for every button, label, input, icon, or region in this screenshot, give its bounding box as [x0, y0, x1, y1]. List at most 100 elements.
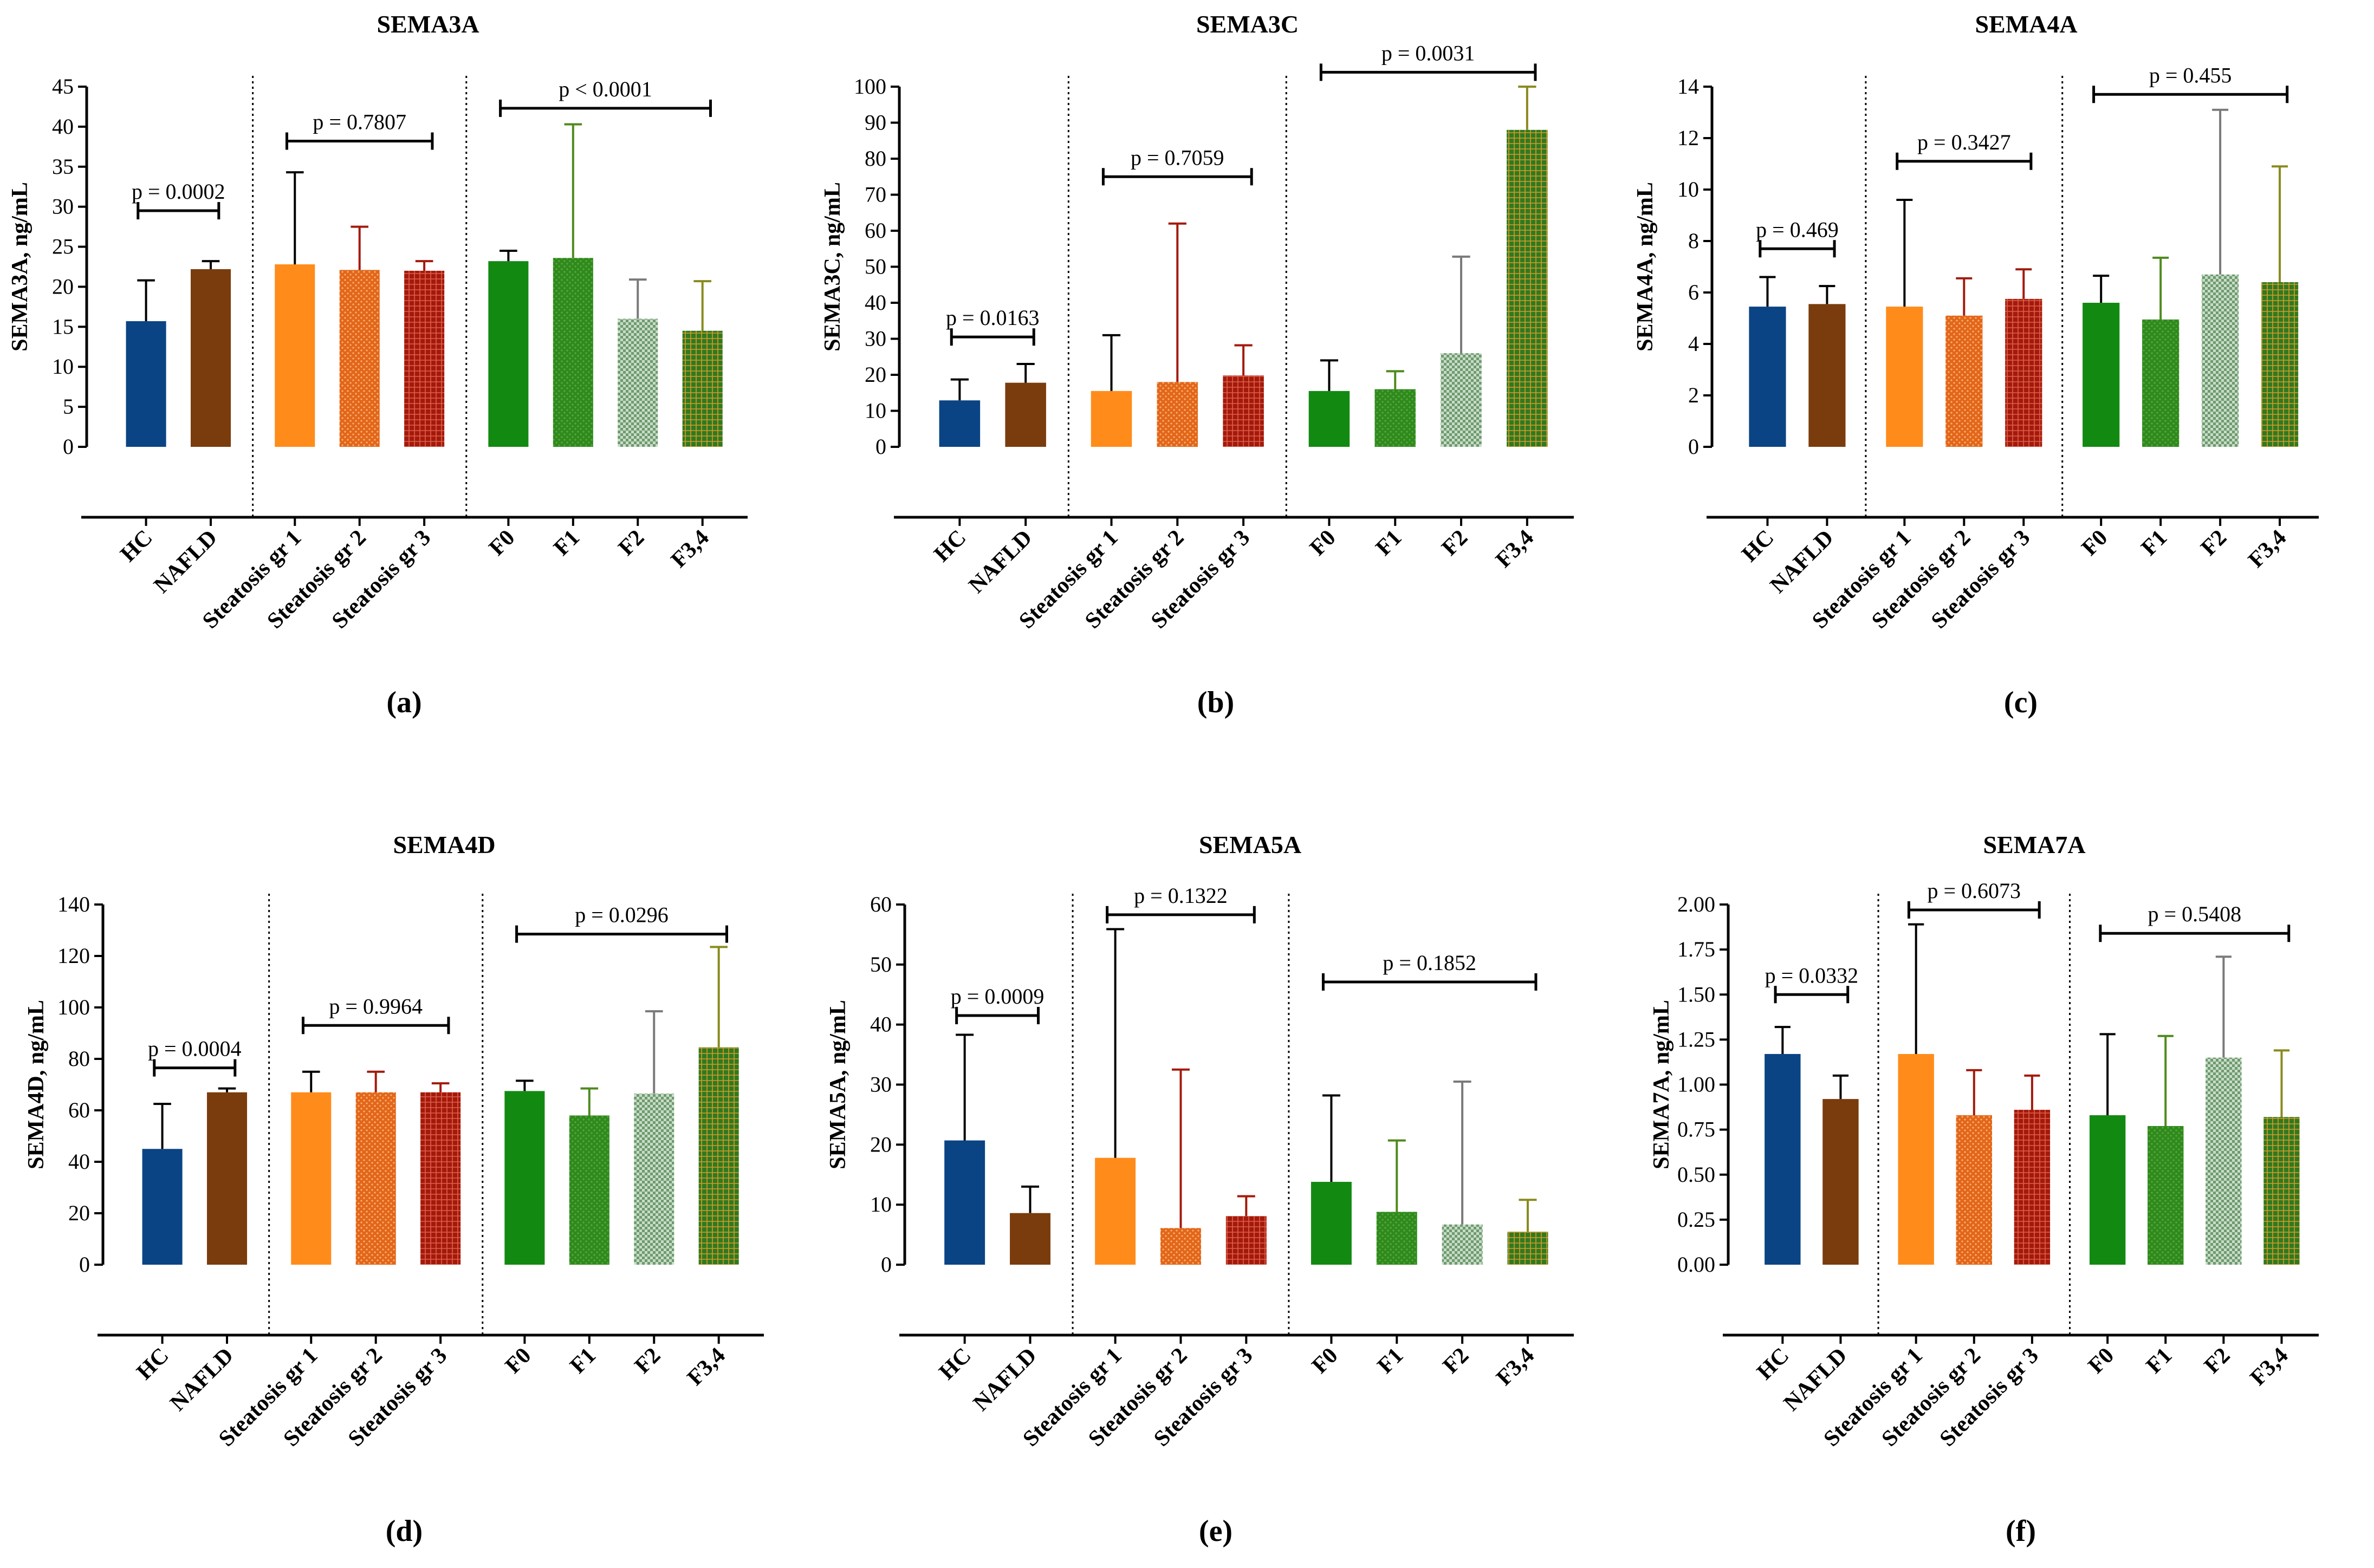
y-tick-label: 100 [57, 995, 90, 1019]
y-tick-label: 0.25 [1677, 1207, 1715, 1232]
x-tick-label: F1 [1373, 1343, 1409, 1379]
x-tick-label: F2 [614, 525, 650, 561]
bar-nafld [190, 269, 231, 447]
y-tick-label: 1.25 [1677, 1027, 1715, 1051]
y-tick-label: 20 [52, 274, 74, 298]
panel-title: SEMA4A [1975, 10, 2077, 38]
y-tick-label: 100 [854, 74, 886, 99]
bar-f3-4 [1507, 1232, 1548, 1265]
x-tick-label: NAFLD [1779, 1343, 1852, 1416]
y-tick-label: 140 [57, 892, 90, 916]
y-tick-label: 0 [79, 1252, 90, 1277]
panel-title: SEMA5A [1199, 831, 1301, 858]
bar-steatosis-gr-3 [420, 1092, 461, 1265]
x-tick-label: F3,4 [683, 1343, 730, 1391]
bar-hc [126, 321, 166, 447]
bar-hc [1749, 307, 1786, 447]
y-axis-label: SEMA5A, ng/mL [826, 1000, 851, 1169]
bar-nafld [1808, 304, 1846, 447]
y-tick-label: 1.00 [1677, 1072, 1715, 1097]
bar-f2 [2206, 1057, 2242, 1265]
bar-steatosis-gr-2 [1157, 382, 1198, 447]
x-tick-label: HC [929, 525, 971, 567]
y-tick-label: 10 [865, 399, 886, 423]
x-tick-label: F3,4 [2246, 1343, 2293, 1391]
bar-steatosis-gr-3 [404, 270, 445, 447]
y-tick-label: 45 [52, 74, 74, 99]
x-tick-label: F3,4 [1491, 525, 1539, 573]
y-tick-label: 10 [1677, 177, 1699, 201]
y-axis-label: SEMA4A, ng/mL [1633, 182, 1658, 352]
y-tick-label: 40 [52, 114, 74, 139]
panel-title: SEMA4D [393, 831, 495, 858]
panel-sema4d: SEMA4D 0 20 40 60 80 100 120 140 SEMA4D, ng/mL HCN… [24, 831, 764, 1548]
y-axis-label: SEMA4D, ng/mL [24, 1000, 49, 1169]
x-tick-label: F1 [1371, 525, 1407, 561]
x-tick-label: F3,4 [666, 525, 714, 573]
bar-steatosis-gr-1 [275, 264, 315, 447]
bar-steatosis-gr-3 [1223, 375, 1264, 447]
y-tick-label: 60 [68, 1098, 90, 1122]
y-tick-label: 35 [52, 154, 74, 179]
bar-nafld [1005, 382, 1046, 447]
y-tick-label: 10 [870, 1192, 892, 1216]
y-tick-label: 2.00 [1677, 892, 1715, 916]
p-value-label: p = 0.9964 [329, 994, 423, 1018]
bar-nafld [206, 1092, 248, 1265]
panel-sema7a: SEMA7A 0.00 0.25 0.50 0.75 1.00 1.25 1.50 1.75 2.… [1649, 831, 2319, 1548]
x-tick-label: F0 [501, 1343, 536, 1379]
x-tick-label: F2 [2200, 1343, 2235, 1379]
x-tick-label: NAFLD [964, 525, 1037, 598]
x-tick-label: F0 [1305, 525, 1341, 561]
bar-steatosis-gr-3 [2005, 298, 2042, 447]
y-tick-label: 2 [1688, 383, 1699, 407]
x-tick-label: HC [116, 525, 158, 567]
panel-title: SEMA3A [377, 10, 479, 38]
bar-f2 [618, 318, 658, 447]
bar-steatosis-gr-1 [1091, 391, 1132, 447]
panel-sema3a: SEMA3A 0 5 10 15 20 25 30 35 40 45 SEMA3A, ng/mL HCN… [8, 10, 748, 719]
bar-steatosis-gr-1 [1095, 1157, 1136, 1265]
y-tick-label: 120 [57, 944, 90, 968]
y-tick-label: 0 [881, 1252, 892, 1277]
bar-steatosis-gr-2 [1956, 1115, 1992, 1265]
p-value-label: p = 0.0009 [951, 984, 1045, 1009]
p-value-label: p = 0.0004 [148, 1037, 242, 1061]
y-tick-label: 90 [865, 110, 886, 135]
bar-f2 [2202, 274, 2239, 447]
bar-f0 [488, 261, 529, 447]
p-value-label: p = 0.0296 [575, 903, 669, 927]
bar-f0 [504, 1091, 545, 1265]
x-tick-label: F0 [2077, 525, 2113, 561]
y-tick-label: 30 [865, 327, 886, 351]
y-tick-label: 0 [875, 434, 886, 459]
x-tick-label: F2 [2196, 525, 2232, 561]
y-tick-label: 30 [52, 194, 74, 219]
p-value-label: p = 0.1852 [1383, 951, 1476, 975]
x-tick-label: HC [935, 1343, 976, 1385]
x-tick-label: F2 [1437, 525, 1473, 561]
x-tick-label: F0 [1307, 1343, 1343, 1379]
y-tick-label: 50 [865, 255, 886, 279]
y-tick-label: 0.75 [1677, 1117, 1715, 1142]
y-tick-label: 60 [865, 218, 886, 243]
y-tick-label: 30 [870, 1072, 892, 1097]
y-tick-label: 1.75 [1677, 937, 1715, 961]
y-tick-label: 20 [870, 1132, 892, 1156]
x-tick-label: F2 [630, 1343, 666, 1379]
bar-f0 [1311, 1182, 1352, 1265]
x-tick-label: F1 [549, 525, 585, 561]
panel-letter: (c) [2004, 686, 2038, 719]
bar-steatosis-gr-2 [339, 270, 380, 447]
bar-nafld [1010, 1213, 1050, 1265]
y-tick-label: 0 [63, 434, 74, 459]
y-tick-label: 15 [52, 314, 74, 339]
bar-f1 [2142, 319, 2180, 447]
y-tick-label: 50 [870, 952, 892, 977]
bar-f1 [1376, 1212, 1417, 1265]
bar-f3-4 [698, 1047, 739, 1265]
panel-sema3c: SEMA3C 0 10 20 30 40 50 60 70 80 90 100 SEMA3C, ng/m… [820, 10, 1574, 719]
y-tick-label: 40 [870, 1012, 892, 1037]
y-tick-label: 70 [865, 183, 886, 207]
